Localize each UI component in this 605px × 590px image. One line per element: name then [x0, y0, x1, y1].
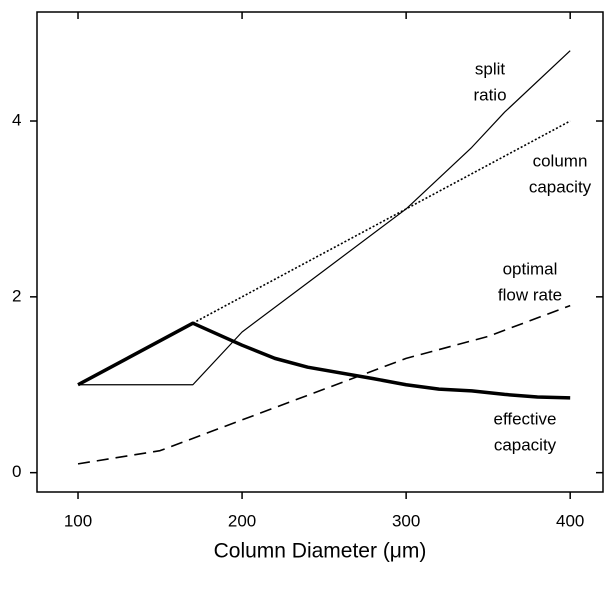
- series-label: optimal: [503, 259, 558, 278]
- x-tick-label: 200: [228, 511, 256, 530]
- series-line: [78, 50, 571, 386]
- series-label: capacity: [494, 435, 557, 454]
- plot-frame: [36, 11, 604, 493]
- series-label: effective: [493, 409, 556, 428]
- series-label: capacity: [529, 177, 592, 196]
- y-tick-label: 4: [12, 110, 21, 129]
- x-tick-label: 300: [392, 511, 420, 530]
- y-tick-label: 0: [12, 462, 21, 481]
- x-tick-label: 100: [64, 511, 92, 530]
- y-tick-label: 2: [12, 286, 21, 305]
- x-tick-label: 400: [556, 511, 584, 530]
- series-label: column: [533, 151, 588, 170]
- series-line: [77, 304, 571, 465]
- series-label: ratio: [473, 85, 506, 104]
- x-axis-title: Column Diameter (μm): [214, 540, 427, 563]
- series-line: [192, 120, 571, 324]
- series-line: [77, 321, 571, 400]
- series-label: flow rate: [498, 285, 562, 304]
- series-label: split: [475, 59, 506, 78]
